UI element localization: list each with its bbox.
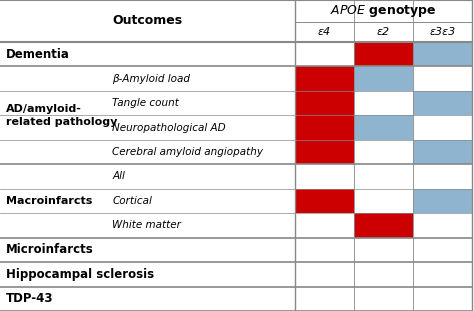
Text: Tangle count: Tangle count [112,98,179,108]
Bar [354,67,413,91]
Bar [413,91,472,115]
Bar [413,189,472,213]
Bar [295,67,354,91]
Bar [354,213,413,238]
Text: Hippocampal sclerosis: Hippocampal sclerosis [6,268,154,281]
Text: Outcomes: Outcomes [112,15,182,27]
Bar [354,42,413,67]
Text: Cerebral amyloid angiopathy: Cerebral amyloid angiopathy [112,147,263,157]
Bar [413,42,472,67]
Text: Dementia: Dementia [6,48,70,61]
Bar [295,140,354,164]
Text: All: All [112,171,125,182]
Bar [354,115,413,140]
Text: ε4: ε4 [318,27,331,37]
Text: Cortical: Cortical [112,196,152,206]
Bar [295,115,354,140]
Bar [295,91,354,115]
Text: AD/amyloid-
related pathology: AD/amyloid- related pathology [6,104,118,127]
Text: ε3ε3: ε3ε3 [429,27,456,37]
Text: TDP-43: TDP-43 [6,292,54,305]
Text: Macroinfarcts: Macroinfarcts [6,196,92,206]
Text: White matter: White matter [112,220,181,230]
Bar [295,189,354,213]
Text: Neuropathological AD: Neuropathological AD [112,123,226,132]
Bar [413,140,472,164]
Text: Microinfarcts: Microinfarcts [6,244,94,256]
Text: ε2: ε2 [377,27,390,37]
Text: $\it{APOE}$ genotype: $\it{APOE}$ genotype [330,3,437,19]
Text: β-Amyloid load: β-Amyloid load [112,74,190,84]
